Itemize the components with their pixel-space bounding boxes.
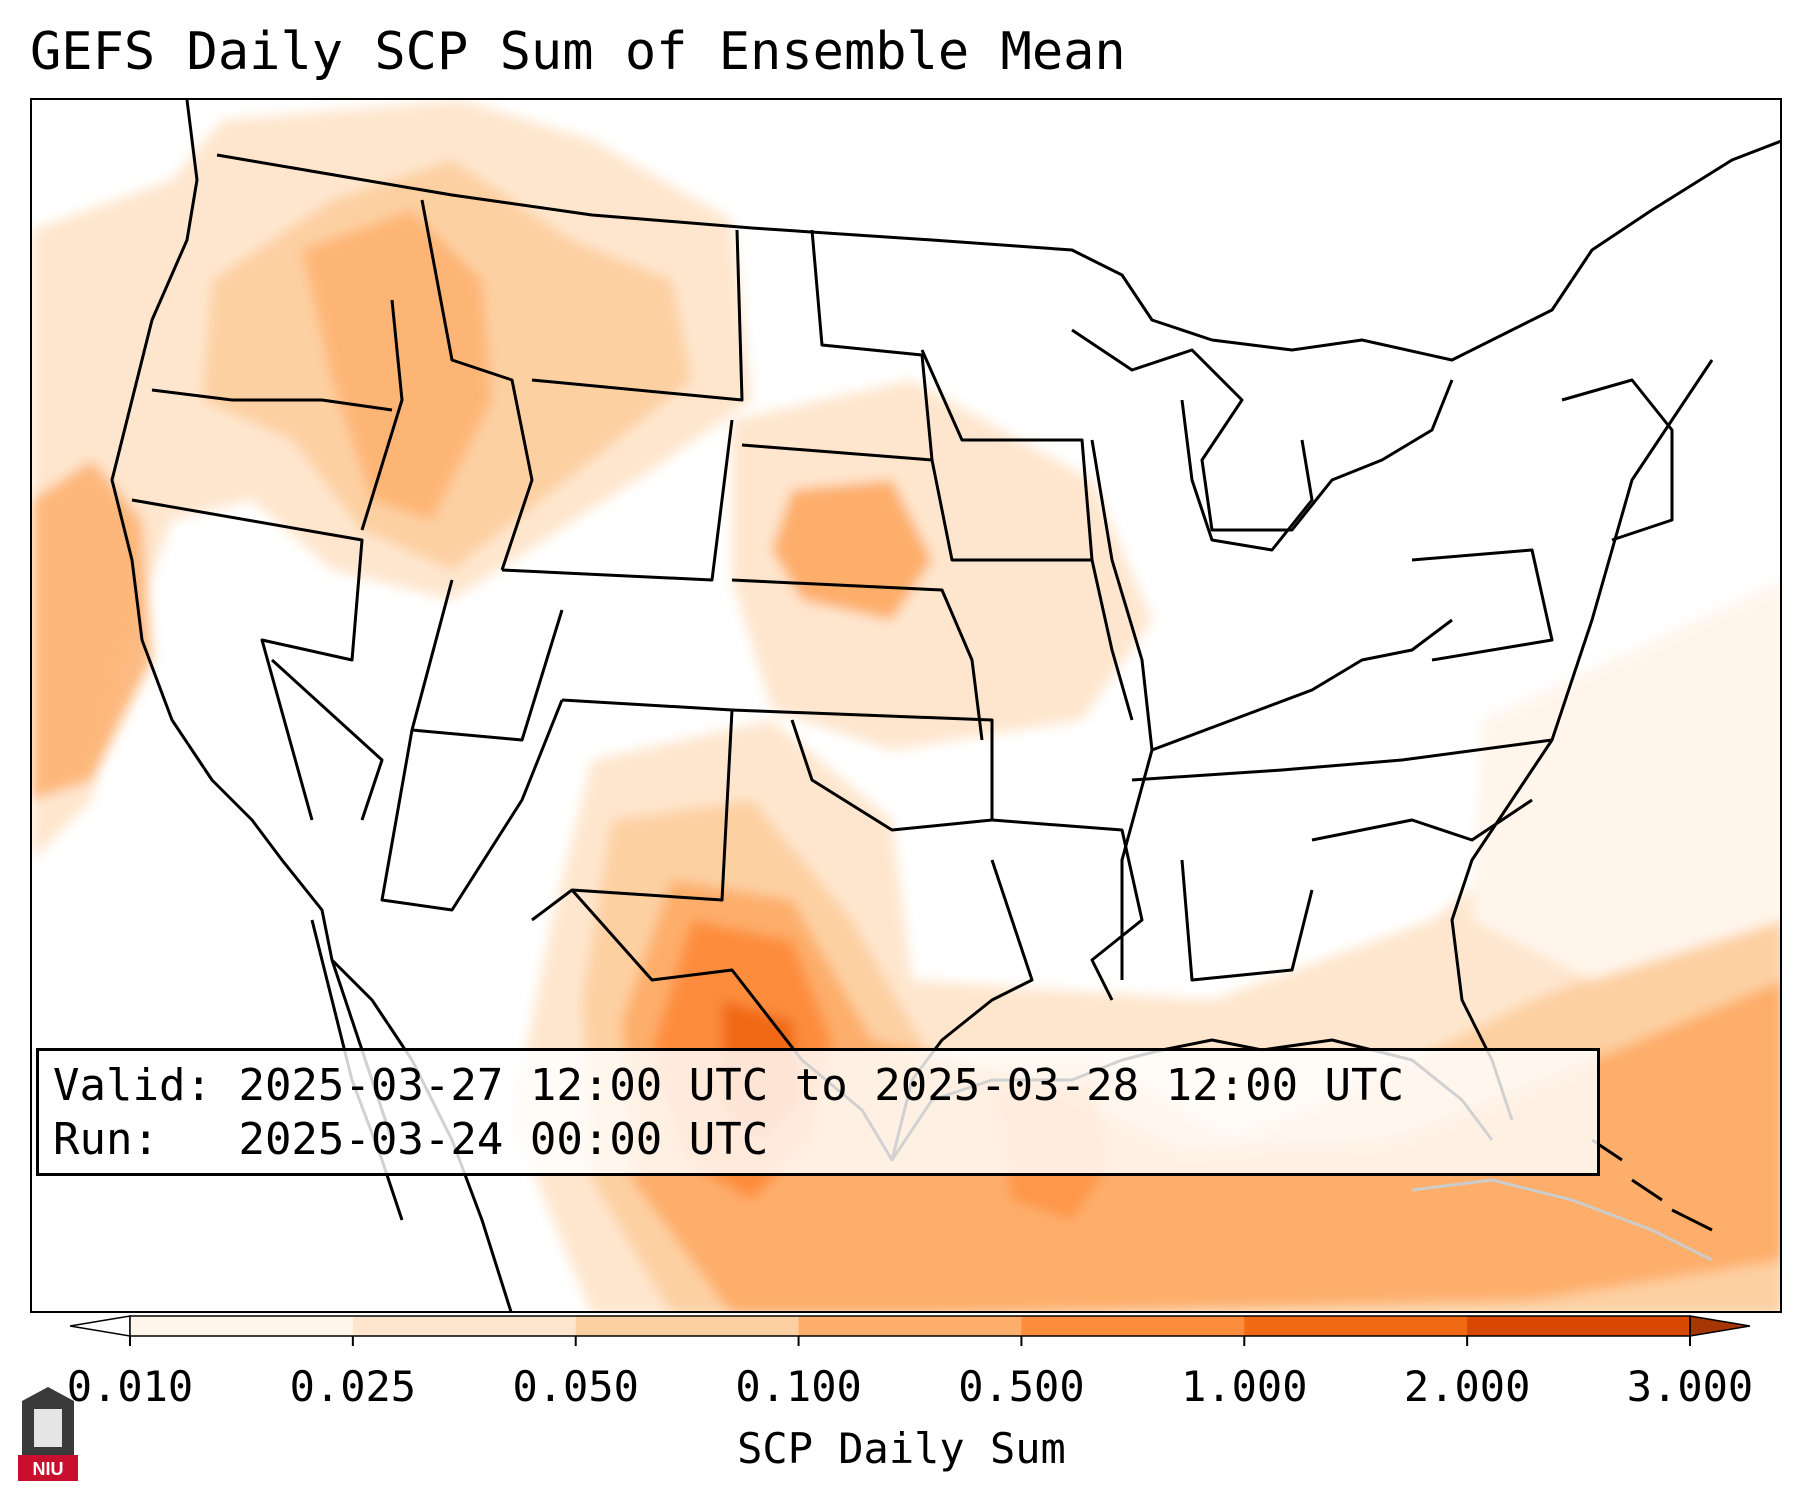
run-value: 2025-03-24 00:00 UTC bbox=[238, 1114, 769, 1165]
colorbar-ticks bbox=[129, 1336, 1691, 1346]
valid-value: 2025-03-27 12:00 UTC to 2025-03-28 12:00… bbox=[238, 1060, 1405, 1111]
scp-shading bbox=[32, 100, 1780, 1311]
map-title: GEFS Daily SCP Sum of Ensemble Mean bbox=[30, 22, 1126, 82]
new-mexico bbox=[531, 698, 734, 922]
michigan bbox=[1180, 399, 1314, 552]
run-label: Run: bbox=[53, 1114, 159, 1165]
colorbar-tick-label: 0.100 bbox=[735, 1362, 862, 1411]
colorbar-segment bbox=[352, 1316, 577, 1336]
minnesota-iowa bbox=[920, 349, 1094, 561]
iowa-missouri bbox=[930, 459, 1134, 721]
colorbar-segments bbox=[70, 1315, 1750, 1337]
california-nevada bbox=[131, 498, 364, 821]
ohio-river bbox=[1151, 618, 1453, 752]
tennessee bbox=[1131, 738, 1553, 782]
colorbar-segment bbox=[1244, 1316, 1468, 1336]
atlantic-coast bbox=[1450, 359, 1714, 1121]
scp-region-texas-orange bbox=[622, 880, 1780, 1311]
colorbar bbox=[70, 1315, 1750, 1346]
four-corners bbox=[380, 699, 564, 912]
utah-colorado bbox=[410, 579, 564, 742]
scp-region-atlantic bbox=[1472, 581, 1780, 980]
map-panel bbox=[30, 98, 1782, 1313]
idaho-montana bbox=[420, 199, 534, 571]
colorbar-segment bbox=[575, 1316, 800, 1336]
colorbar-tick-label: 0.010 bbox=[66, 1362, 194, 1411]
scp-region-california-coast bbox=[32, 460, 152, 800]
scp-map bbox=[32, 100, 1780, 1311]
colorbar-over-triangle bbox=[1689, 1315, 1750, 1337]
colorbar-tick-label: 0.500 bbox=[958, 1362, 1085, 1411]
colorbar-tick-label: 3.000 bbox=[1626, 1362, 1754, 1411]
colorbar-outline bbox=[129, 1315, 1691, 1337]
nevada-arizona bbox=[270, 658, 384, 821]
mississippi-river bbox=[1090, 439, 1154, 980]
colorbar-tick-label: 0.050 bbox=[512, 1362, 639, 1411]
new-england bbox=[1561, 378, 1674, 542]
colorbar-tick-label: 2.000 bbox=[1403, 1362, 1531, 1411]
colorbar-tick-label: 0.025 bbox=[289, 1362, 417, 1411]
nebraska-kansas bbox=[731, 578, 984, 741]
cuba bbox=[1411, 1178, 1713, 1262]
dakotas bbox=[741, 229, 934, 462]
scp-region-plains bbox=[732, 380, 1152, 750]
montana-wyoming bbox=[531, 229, 744, 402]
colorbar-segment bbox=[1021, 1316, 1245, 1336]
valid-row: Valid: 2025-03-27 12:00 UTC to 2025-03-2… bbox=[53, 1059, 1583, 1113]
logo-text: NIU bbox=[33, 1459, 64, 1479]
oregon-washington bbox=[151, 388, 393, 412]
pennsylvania bbox=[1411, 548, 1554, 662]
great-lakes bbox=[1071, 328, 1454, 532]
colorbar-segment bbox=[798, 1316, 1022, 1336]
carolinas bbox=[1311, 798, 1533, 842]
alabama-georgia bbox=[1180, 859, 1314, 982]
validity-info-box: Valid: 2025-03-27 12:00 UTC to 2025-03-2… bbox=[36, 1048, 1600, 1176]
colorbar-segment bbox=[130, 1316, 354, 1336]
colorbar-under-triangle bbox=[70, 1315, 131, 1337]
colorbar-tick-label: 1.000 bbox=[1181, 1362, 1308, 1411]
oregon-idaho bbox=[360, 299, 404, 531]
valid-label: Valid: bbox=[53, 1060, 212, 1111]
colorbar-title: SCP Daily Sum bbox=[737, 1424, 1066, 1473]
colorbar-segment bbox=[1467, 1316, 1691, 1336]
pacific-coast bbox=[110, 100, 394, 1141]
university-tower-icon: NIU bbox=[18, 1387, 78, 1481]
logo-window bbox=[34, 1409, 62, 1447]
oklahoma bbox=[731, 708, 994, 832]
arkansas-louisiana bbox=[991, 818, 1144, 1001]
logo-banner bbox=[18, 1455, 78, 1481]
canada-border bbox=[216, 139, 1780, 362]
wyoming-colorado bbox=[501, 419, 734, 582]
run-row: Run: 2025-03-24 00:00 UTC bbox=[53, 1113, 1583, 1167]
